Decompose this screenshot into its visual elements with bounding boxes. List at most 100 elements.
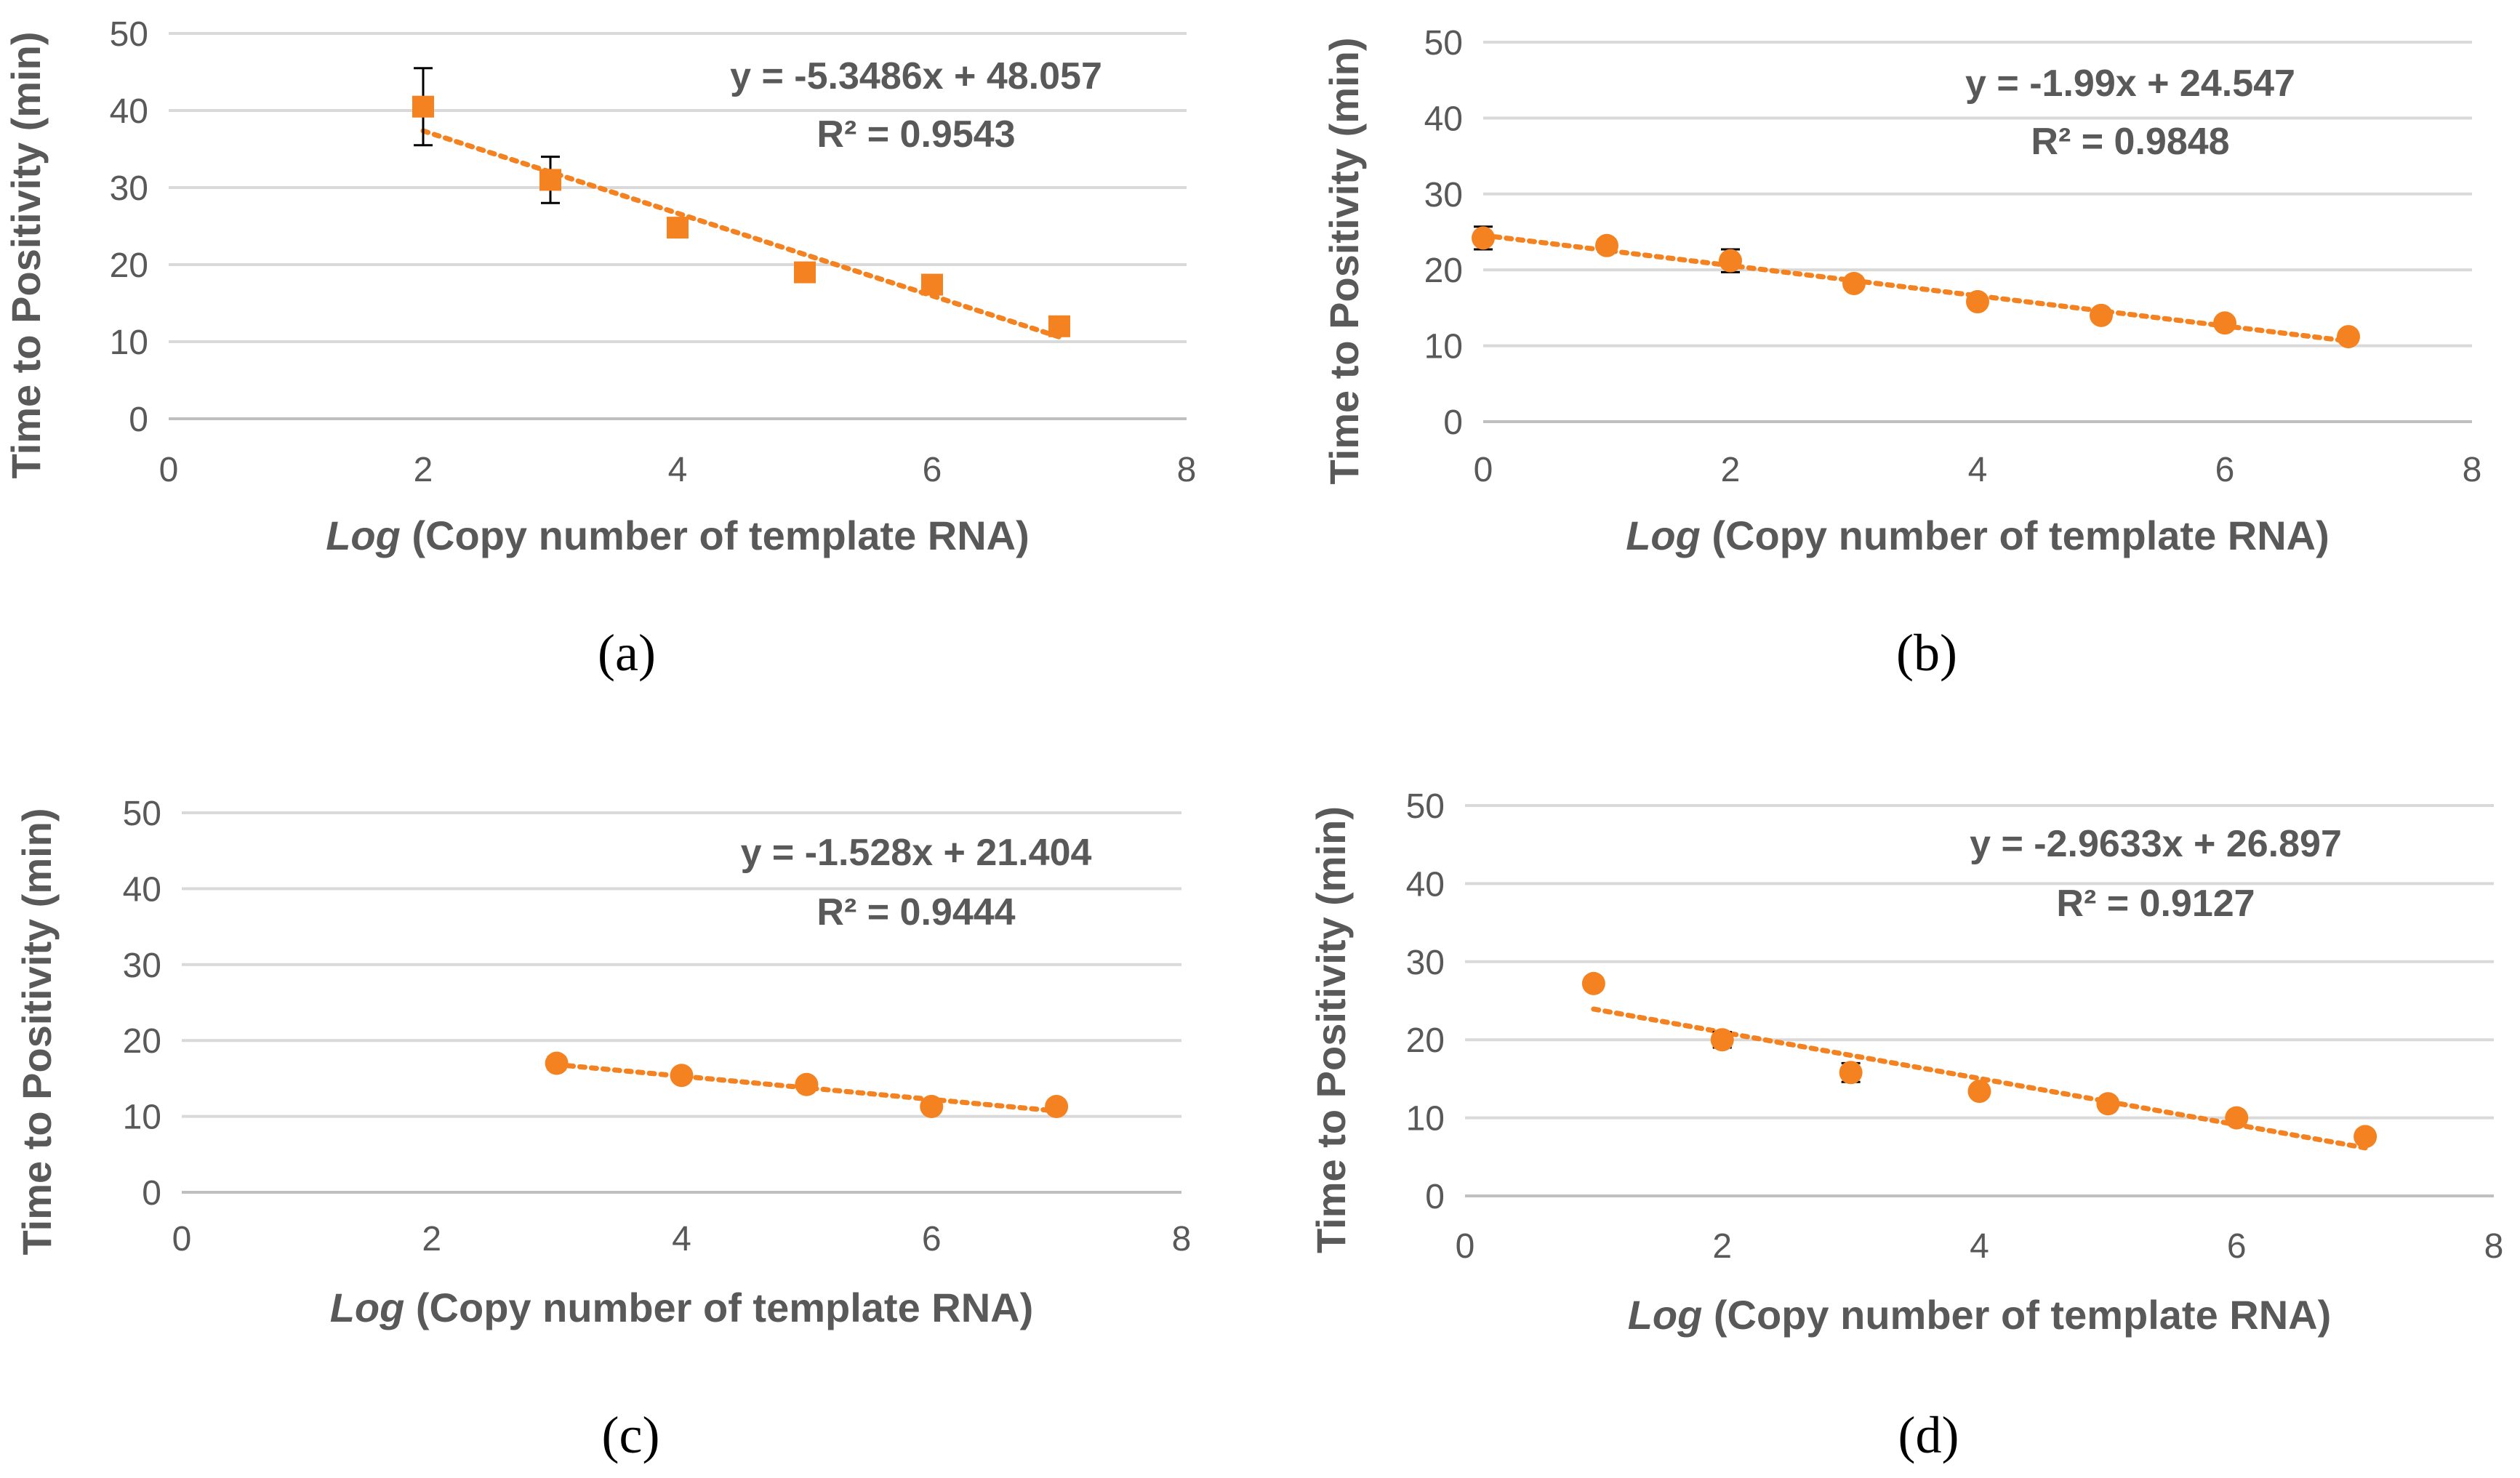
data-point — [1582, 972, 1605, 995]
x-tick-label: 2 — [422, 1220, 441, 1258]
y-tick-label: 50 — [110, 15, 148, 54]
x-axis-title: Log (Copy number of template RNA) — [330, 1285, 1034, 1330]
panel-label: (c) — [602, 1406, 660, 1464]
panel-label-text: (b) — [1896, 624, 1957, 682]
chart-panel-d: 0 10 20 30 40 50 0 2 4 6 8 Time to Positivity (min)… — [1308, 787, 2503, 1464]
x-axis-title-italic: Log — [330, 1285, 405, 1330]
panel-label-text: (d) — [1898, 1406, 1959, 1464]
r-squared-label: R² = 0.9543 — [816, 113, 1015, 156]
y-tick-label: 10 — [123, 1099, 161, 1137]
y-tick-label: 0 — [142, 1174, 161, 1213]
x-tick-label: 6 — [923, 451, 942, 489]
data-point — [1472, 226, 1495, 249]
y-axis-title: Time to Positivity (min) — [3, 31, 49, 478]
chart-panel-b: 0 10 20 30 40 50 0 2 4 6 8 Time to Positivity (min)… — [1321, 24, 2481, 682]
figure-grid: 010203040500 2 4 6 8Time to Positivity (min)… — [0, 0, 2520, 1478]
trendline-equation: y = -2.9633x + 26.897 — [1970, 823, 2342, 865]
panel-label-text: (c) — [602, 1406, 660, 1464]
data-point — [2354, 1125, 2377, 1148]
data-point — [670, 1064, 694, 1087]
data-point — [2225, 1107, 2248, 1130]
trendline-equation: y = -1.99x + 24.547 — [1965, 63, 2295, 105]
data-point — [795, 1073, 818, 1096]
y-tick-label: 30 — [110, 169, 148, 208]
x-tick-label: 6 — [2215, 451, 2235, 489]
x-axis-title-italic: Log — [1626, 513, 1701, 558]
data-point — [545, 1052, 569, 1075]
x-tick-label: 4 — [1970, 1227, 1989, 1266]
trendline-equation: y = -1.528x + 21.404 — [741, 832, 1092, 874]
data-point — [920, 1095, 943, 1118]
y-tick-label: 50 — [1406, 787, 1445, 826]
panel-label: (b) — [1896, 624, 1957, 682]
data-point — [539, 169, 561, 190]
x-tick-label: 0 — [172, 1220, 192, 1258]
x-axis-title: Log (Copy number of template RNA) — [1626, 513, 2330, 558]
data-point — [1719, 249, 1742, 273]
x-tick-label: 0 — [159, 451, 179, 489]
y-tick-label: 40 — [1406, 865, 1445, 904]
data-point — [2213, 311, 2236, 334]
x-tick-label: 0 — [1456, 1227, 1475, 1266]
y-axis-title: Time to Positivity (min) — [14, 808, 60, 1255]
x-axis-title: Log (Copy number of template RNA) — [326, 513, 1030, 558]
data-point — [1842, 272, 1866, 295]
trendline-equation: y = -5.3486x + 48.057 — [730, 55, 1102, 97]
data-point — [412, 96, 434, 118]
y-tick-label: 20 — [1424, 252, 1463, 290]
x-axis-title-rest: (Copy number of template RNA) — [1702, 1292, 2331, 1338]
data-point — [2096, 1092, 2119, 1115]
data-point — [2090, 304, 2113, 327]
x-tick-label: 4 — [1968, 451, 1988, 489]
data-point — [2337, 325, 2360, 348]
data-point — [1711, 1028, 1734, 1051]
data-point — [1966, 290, 1989, 313]
y-tick-label: 10 — [1424, 328, 1463, 366]
panel-label: (d) — [1898, 1406, 1959, 1464]
x-tick-label: 2 — [1721, 451, 1741, 489]
y-tick-label: 0 — [129, 401, 148, 439]
y-tick-label: 30 — [123, 947, 161, 985]
x-tick-label: 0 — [1474, 451, 1493, 489]
y-tick-label: 0 — [1425, 1178, 1445, 1216]
panel-label: (a) — [598, 624, 656, 682]
x-tick-label: 8 — [1177, 451, 1197, 489]
y-tick-label: 20 — [110, 246, 148, 285]
r-squared-label: R² = 0.9848 — [2031, 121, 2229, 163]
r-squared-label: R² = 0.9127 — [2056, 883, 2255, 925]
x-tick-label: 2 — [414, 451, 433, 489]
y-tick-label: 20 — [123, 1022, 161, 1061]
data-point — [1839, 1061, 1863, 1084]
x-axis-title-rest: (Copy number of template RNA) — [404, 1285, 1033, 1330]
x-axis-title: Log (Copy number of template RNA) — [1628, 1292, 2332, 1338]
y-tick-label: 10 — [1406, 1100, 1445, 1138]
trendline — [1594, 1009, 2365, 1148]
y-tick-label: 30 — [1406, 944, 1445, 982]
x-axis-title-rest: (Copy number of template RNA) — [1701, 513, 2330, 558]
x-axis-title-italic: Log — [326, 513, 401, 558]
y-tick-label: 50 — [1424, 24, 1463, 63]
x-tick-label: 6 — [2227, 1227, 2247, 1266]
y-tick-label: 20 — [1406, 1021, 1445, 1060]
x-tick-label: 2 — [1712, 1227, 1732, 1266]
data-point — [794, 262, 816, 284]
r-squared-label: R² = 0.9444 — [816, 891, 1015, 933]
y-tick-label: 40 — [110, 92, 148, 131]
x-tick-label: 4 — [668, 451, 688, 489]
y-tick-label: 40 — [123, 870, 161, 909]
data-point — [1595, 234, 1618, 257]
data-point — [921, 274, 943, 296]
data-point — [1968, 1080, 1991, 1103]
y-axis-title: Time to Positivity (min) — [1308, 806, 1354, 1253]
y-axis-title: Time to Positivity (min) — [1321, 37, 1367, 484]
data-point — [667, 217, 689, 238]
x-axis-title-italic: Log — [1628, 1292, 1703, 1338]
data-point — [1045, 1095, 1068, 1118]
x-axis-title-rest: (Copy number of template RNA) — [401, 513, 1030, 558]
y-tick-label: 0 — [1443, 403, 1463, 442]
y-tick-label: 40 — [1424, 100, 1463, 138]
trendline — [423, 131, 1059, 337]
x-tick-label: 8 — [2463, 451, 2482, 489]
panel-label-text: (a) — [598, 624, 656, 682]
x-tick-label: 6 — [922, 1220, 942, 1258]
